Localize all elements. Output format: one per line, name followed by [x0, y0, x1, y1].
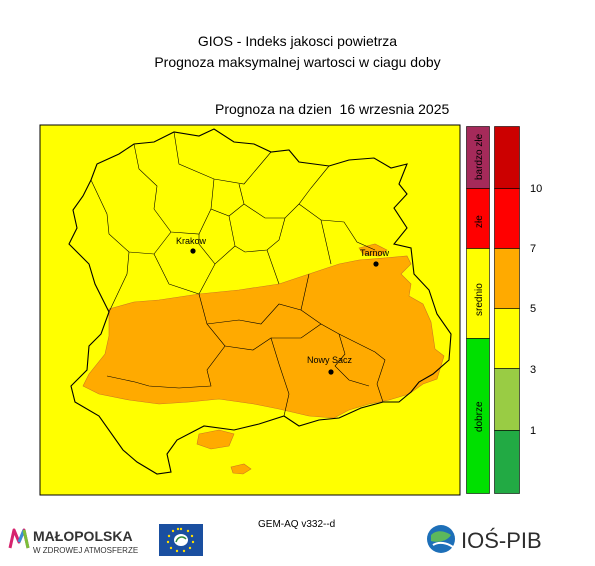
scale-band	[494, 188, 520, 249]
scale-band	[494, 248, 520, 309]
index-5-7-region	[82, 255, 445, 419]
category-label: srednio	[474, 283, 485, 316]
scale-band	[494, 126, 520, 189]
city-label: Nowy Sacz	[307, 355, 353, 365]
category-label: dobrze	[474, 401, 485, 432]
scale-band	[494, 368, 520, 431]
ios-pib-logo-text: IOŚ-PIB	[461, 528, 542, 553]
category-label: bardzo złe	[474, 133, 485, 180]
malopolska-logo-sub: W ZDROWEJ ATMOSFERZE	[33, 546, 138, 555]
index-5-7-region	[230, 463, 252, 475]
map-title: GIOS - Indeks jakosci powietrza	[197, 33, 398, 49]
scale-tick: 1	[530, 425, 537, 437]
category-legend: bardzo złe złe srednio dobrze	[466, 126, 490, 494]
category-dobrze	[466, 338, 490, 494]
malopolska-logo-title: MAŁOPOLSKA	[33, 528, 133, 544]
ios-pib-logo: IOŚ-PIB	[427, 525, 542, 553]
forecast-date: Prognoza na dzien 16 wrzesnia 2025	[215, 101, 450, 117]
eu-life-logo	[159, 524, 203, 556]
scale-band	[494, 430, 520, 494]
city-tarnow: Tarnow	[360, 248, 390, 267]
index-scale	[494, 126, 520, 494]
scale-tick: 10	[530, 183, 543, 195]
forecast-map: Krakow Tarnow Nowy Sacz	[39, 124, 461, 496]
index-5-7-region	[196, 429, 235, 450]
map-subtitle: Prognoza maksymalnej wartosci w ciagu do…	[154, 54, 441, 70]
scale-tick: 3	[530, 364, 537, 376]
city-label: Tarnow	[360, 248, 390, 258]
city-krakow: Krakow	[176, 236, 207, 254]
index-5-7-region	[358, 243, 388, 257]
scale-band	[494, 308, 520, 369]
malopolska-logo: MAŁOPOLSKA W ZDROWEJ ATMOSFERZE	[8, 528, 138, 555]
model-version: GEM-AQ v332--d	[258, 519, 336, 530]
scale-tick: 5	[530, 303, 537, 315]
scale-tick: 7	[530, 243, 537, 255]
city-label: Krakow	[176, 236, 207, 246]
province-border	[68, 128, 452, 475]
city-nowy-sacz: Nowy Sacz	[307, 355, 353, 375]
category-label: złe	[474, 215, 485, 228]
county-borders	[90, 131, 386, 417]
